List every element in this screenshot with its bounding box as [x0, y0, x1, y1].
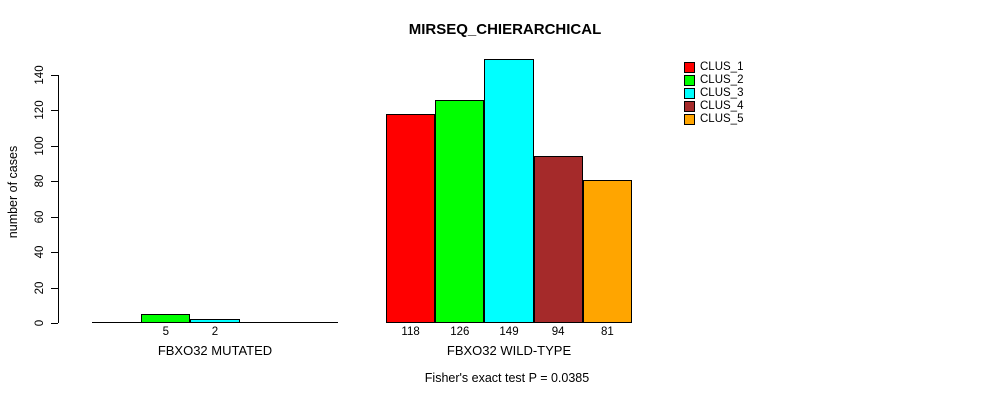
y-axis-tick — [51, 145, 58, 147]
legend-row: CLUS_2 — [684, 74, 743, 87]
bar-value-label: 149 — [499, 326, 519, 338]
legend-swatch-clus_4 — [684, 100, 695, 112]
bar-value-label: 81 — [600, 326, 614, 338]
y-axis-tick-label: 140 — [34, 65, 46, 85]
bar-clus_5 — [582, 179, 632, 323]
legend-swatch-clus_5 — [684, 113, 695, 125]
legend-label: CLUS_5 — [700, 113, 744, 125]
fisher-test-annotation: Fisher's exact test P = 0.0385 — [424, 371, 590, 385]
y-axis-tick — [51, 287, 58, 289]
bar-value-label: 2 — [211, 326, 219, 338]
y-axis-tick — [51, 110, 58, 112]
group-label: FBXO32 WILD-TYPE — [446, 343, 572, 358]
bar-clus_1 — [386, 113, 436, 323]
bar-value-label: 126 — [450, 326, 470, 338]
bar-clus_4 — [533, 156, 583, 323]
legend-label: CLUS_2 — [700, 74, 744, 87]
group-label: FBXO32 MUTATED — [157, 343, 273, 358]
chart-title: MIRSEQ_CHIERARCHICAL — [408, 21, 602, 38]
y-axis-tick-label: 60 — [34, 210, 46, 224]
legend-label: CLUS_3 — [700, 87, 744, 100]
y-axis-tick-label: 100 — [34, 136, 46, 156]
y-axis-tick-label: 20 — [34, 281, 46, 294]
y-axis-tick-label: 40 — [34, 245, 46, 259]
y-axis-label: number of cases — [6, 145, 20, 239]
bar-value-label: 118 — [401, 326, 420, 338]
y-axis-tick — [51, 323, 58, 324]
bar-value-label: 94 — [551, 326, 565, 338]
bar-value-label: 5 — [162, 326, 169, 338]
bar-clus_3 — [484, 59, 534, 323]
legend-label: CLUS_4 — [700, 100, 744, 113]
legend: CLUS_1 CLUS_2 CLUS_3 CLUS_4 CLUS_5 — [684, 61, 743, 125]
legend-row: CLUS_1 — [684, 61, 743, 74]
y-axis-tick-label: 80 — [34, 174, 46, 188]
y-axis-tick — [51, 216, 58, 218]
y-axis-tick-label: 0 — [34, 319, 46, 327]
legend-row: CLUS_4 — [684, 100, 743, 113]
legend-label: CLUS_1 — [700, 61, 744, 74]
bar-clus_3 — [190, 319, 240, 323]
y-axis-tick — [51, 252, 58, 254]
legend-swatch-clus_3 — [684, 87, 695, 99]
legend-swatch-clus_2 — [684, 74, 695, 86]
y-axis-tick-label: 120 — [34, 100, 46, 121]
y-axis — [58, 75, 59, 323]
legend-swatch-clus_1 — [684, 61, 695, 73]
y-axis-tick — [51, 181, 58, 183]
bar-clus_2 — [435, 99, 485, 323]
y-axis-tick — [51, 75, 58, 76]
legend-row: CLUS_3 — [684, 87, 743, 100]
bar-clus_2 — [141, 314, 191, 323]
legend-row: CLUS_5 — [684, 113, 743, 126]
